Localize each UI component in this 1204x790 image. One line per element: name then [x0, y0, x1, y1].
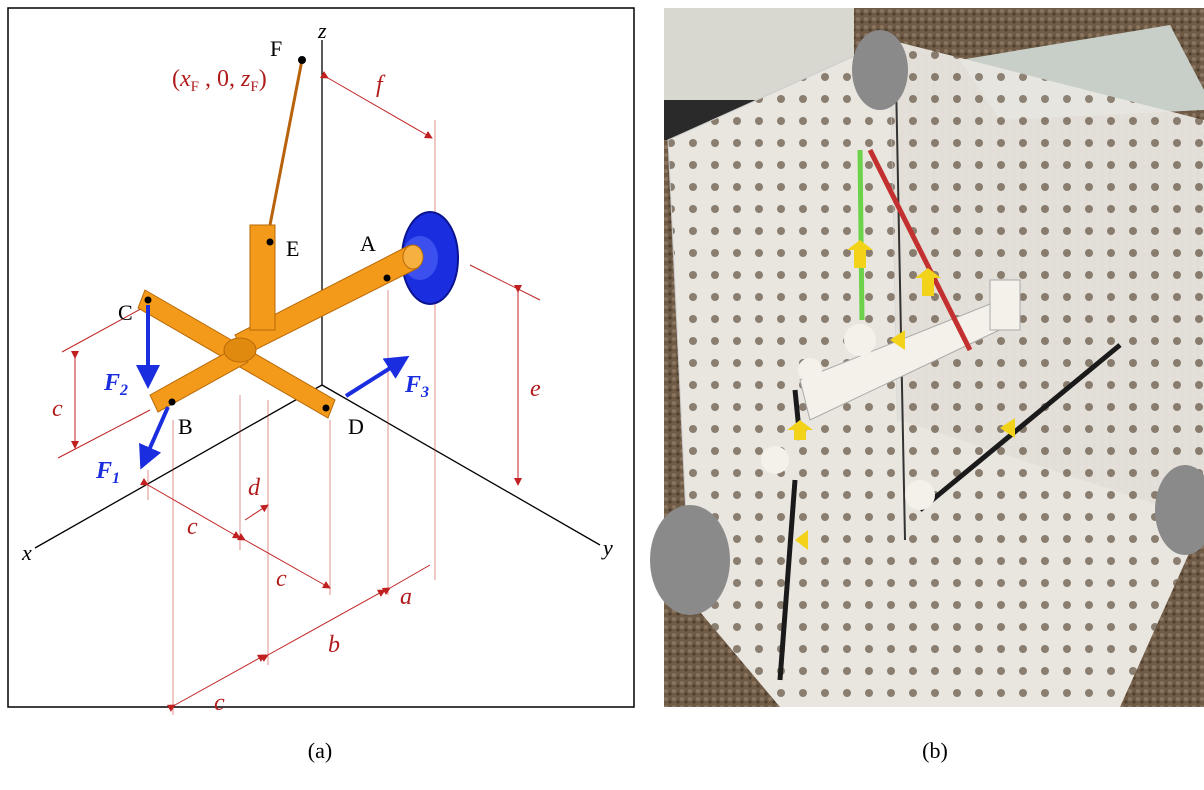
dimension-label: d	[248, 475, 261, 501]
dimension-label: e	[530, 376, 541, 402]
dimension-label: c	[187, 514, 198, 540]
point-label: E	[286, 236, 299, 261]
point-label: F	[270, 36, 282, 61]
caption: (b)	[922, 738, 948, 763]
dimension-label: c	[276, 566, 287, 592]
coord-part: z	[240, 66, 251, 92]
axis-label: z	[317, 18, 327, 43]
point-label: A	[360, 231, 376, 256]
coord-sub: F	[250, 79, 258, 95]
panel-a: z x y	[8, 8, 634, 716]
caption: (a)	[308, 738, 332, 763]
dimension-label: b	[328, 632, 340, 658]
coord-part: x	[179, 66, 191, 92]
coord-part: , 0,	[199, 66, 241, 92]
force-symbol: F	[404, 372, 421, 398]
coord-sub: F	[191, 79, 199, 95]
force-symbol: F	[103, 370, 120, 396]
panel-frame	[8, 8, 634, 707]
axis-label: x	[21, 540, 32, 565]
force-subscript: 1	[112, 470, 120, 487]
dimension-label: c	[214, 690, 225, 716]
point-label: B	[178, 414, 193, 439]
axis-label: y	[601, 535, 613, 560]
point-label: D	[348, 414, 364, 439]
force-subscript: 3	[420, 384, 429, 401]
force-symbol: F	[95, 458, 112, 484]
coord-part: )	[259, 66, 267, 92]
coord-part: (	[172, 66, 180, 92]
page: z x y	[0, 0, 1204, 790]
panel-b-photo	[650, 8, 1204, 707]
point-label: C	[118, 300, 133, 325]
dimension-label: a	[400, 584, 412, 610]
force-subscript: 2	[119, 382, 128, 399]
figure: z x y	[0, 0, 1204, 790]
dimension-label: c	[52, 396, 63, 422]
